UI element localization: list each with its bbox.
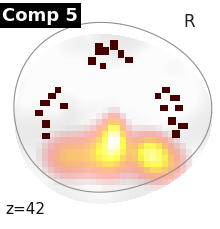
- Text: R: R: [183, 13, 195, 30]
- Text: Comp 5: Comp 5: [2, 6, 78, 25]
- Text: z=42: z=42: [5, 202, 45, 216]
